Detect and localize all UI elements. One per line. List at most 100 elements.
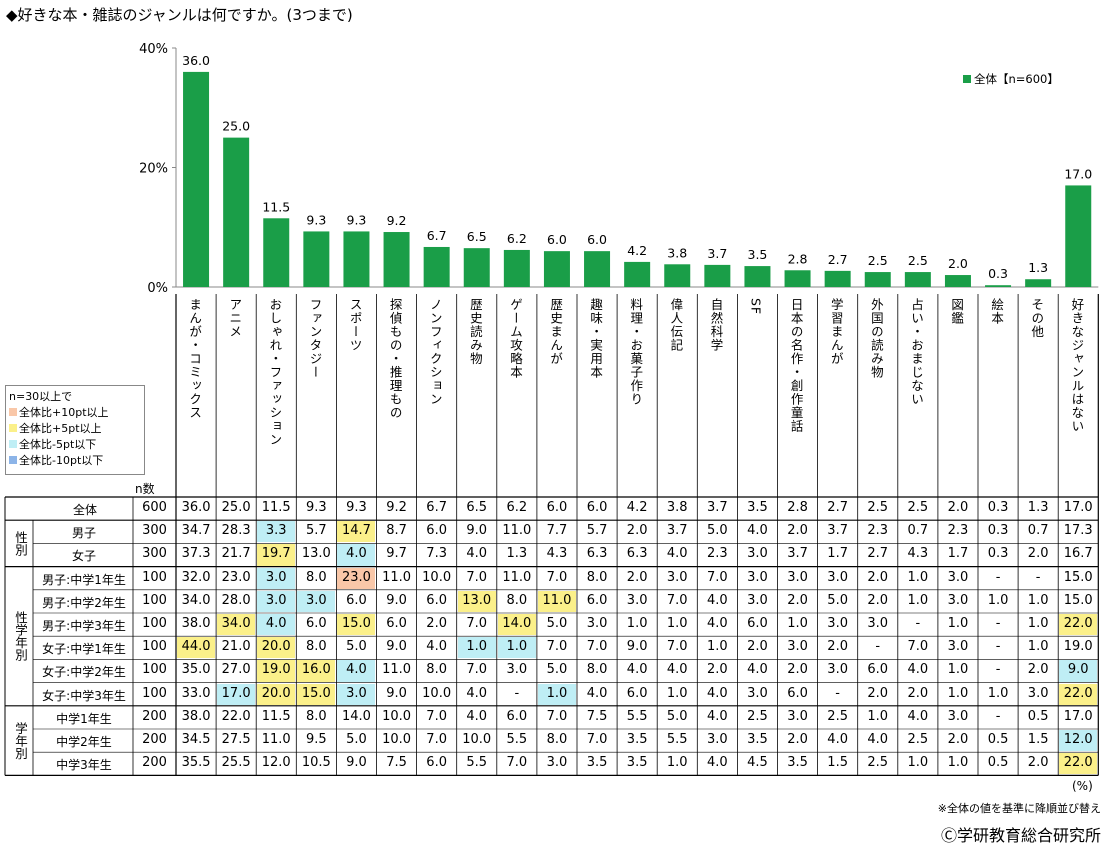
table-cell: 37.3 [181, 546, 211, 562]
table-cell: 6.0 [586, 592, 608, 608]
table-cell: 6.0 [506, 708, 528, 724]
row-label: 男子 [71, 526, 96, 541]
table-cell: 2.0 [707, 662, 728, 678]
table-cell: 35.5 [181, 755, 211, 771]
table-cell: 1.0 [1027, 616, 1049, 631]
cell-highlight [497, 614, 536, 636]
bar-value-label: 9.2 [387, 213, 407, 228]
category-header: 探偵もの・推理もの [387, 298, 403, 420]
bar [543, 251, 570, 287]
table-cell: 4.0 [707, 708, 728, 724]
cell-highlight [337, 544, 376, 566]
category-header: 歴史読み物 [467, 298, 483, 366]
table-cell: 9.0 [386, 592, 407, 608]
cell-highlight [337, 683, 376, 705]
table-cell: 4.0 [346, 662, 367, 678]
table-cell: 1.7 [827, 546, 848, 562]
table-cell: 1.0 [1027, 639, 1049, 655]
table-cell: 10.5 [301, 755, 331, 771]
category-header: SF [748, 298, 764, 316]
table-cell: - [995, 569, 1001, 585]
table-cell: 2.3 [867, 523, 889, 539]
chart-title: ◆好きな本・雑誌のジャンルは何ですか。(3つまで) [6, 6, 353, 24]
table-cell: 1.3 [1027, 500, 1049, 515]
table-cell: 19.0 [1063, 639, 1093, 655]
bar [383, 232, 410, 287]
table-cell: 4.0 [666, 662, 688, 678]
table-cell: - [995, 639, 1001, 655]
table-cell: 1.0 [707, 639, 728, 655]
bar [944, 275, 971, 287]
table-cell: 7.0 [546, 639, 568, 655]
table-cell: 2.0 [1027, 662, 1049, 678]
table-cell: 2.0 [867, 592, 889, 608]
table-cell: 3.0 [827, 662, 848, 678]
table-cell: 10.0 [422, 569, 452, 585]
table-cell: 6.0 [867, 662, 889, 678]
bar-value-label: 1.3 [1028, 260, 1048, 275]
table-cell: 6.7 [426, 500, 447, 515]
table-cell: 1.0 [666, 755, 688, 771]
table-cell: 17.0 [1063, 500, 1093, 515]
table-cell: 38.0 [181, 708, 211, 724]
group-label: 学年別 [13, 721, 28, 760]
table-cell: 1.0 [907, 755, 929, 771]
table-cell: 2.0 [787, 662, 808, 678]
table-cell: 8.0 [506, 592, 528, 608]
sort-note: ※全体の値を基準に降順並び替え [937, 802, 1101, 815]
table-cell: 0.5 [987, 732, 1009, 747]
table-cell: 20.0 [261, 639, 291, 655]
category-header: 図鑑 [949, 298, 965, 325]
copyright: Ⓒ学研教育総合研究所 [940, 826, 1101, 845]
table-cell: 3.0 [346, 685, 367, 701]
table-cell: 3.0 [947, 639, 969, 655]
table-cell: 7.3 [426, 546, 447, 562]
table-cell: 3.0 [947, 569, 969, 585]
table-cell: 9.0 [466, 523, 488, 539]
cell-highlight [337, 521, 376, 543]
table-cell: 1.0 [947, 616, 969, 631]
table-cell: 9.0 [386, 685, 407, 701]
table-cell: 6.0 [787, 685, 808, 701]
table-cell: 14.0 [502, 616, 532, 631]
table-cell: 6.0 [747, 616, 768, 631]
table-cell: 15.0 [341, 616, 371, 631]
highlight-legend-item: 全体比+10pt以上 [9, 404, 109, 420]
cell-highlight [257, 521, 296, 543]
table-cell: 8.0 [586, 662, 608, 678]
bar-value-label: 2.8 [788, 251, 808, 266]
table-cell: 3.5 [626, 755, 648, 771]
table-cell: 5.0 [707, 523, 728, 539]
n-header: n数 [135, 482, 155, 496]
table-cell: 4.0 [466, 708, 488, 724]
table-cell: 34.0 [181, 592, 211, 608]
row-n: 100 [142, 639, 167, 655]
table-cell: 17.0 [221, 685, 251, 701]
table-cell: 4.3 [546, 546, 568, 562]
table-cell: 3.5 [747, 500, 768, 515]
table-cell: - [514, 685, 520, 701]
table-cell: 3.0 [747, 685, 768, 701]
table-cell: 6.0 [626, 685, 648, 701]
table-cell: 4.2 [626, 500, 648, 515]
table-cell: 13.0 [301, 546, 331, 562]
table-cell: 2.0 [1027, 546, 1049, 562]
category-header: 料理・お菓子作り [628, 298, 644, 406]
bar [503, 249, 530, 287]
table-cell: 7.0 [586, 639, 608, 655]
category-header: アニメ [227, 298, 243, 339]
table-cell: 2.0 [747, 639, 768, 655]
bar [704, 264, 731, 287]
table-cell: 3.0 [947, 592, 969, 608]
table-cell: 3.7 [707, 500, 728, 515]
bar-value-label: 2.5 [908, 253, 928, 268]
table-cell: 3.0 [747, 546, 768, 562]
row-n: 200 [142, 755, 167, 771]
table-cell: 2.0 [626, 523, 648, 539]
y-tick-label: 0% [147, 281, 168, 296]
table-cell: 3.7 [827, 523, 848, 539]
table-cell: 11.5 [261, 708, 291, 724]
bar-value-label: 6.0 [547, 232, 567, 247]
table-cell: 5.5 [466, 755, 488, 771]
row-label: 男子:中学2年生 [42, 595, 126, 610]
